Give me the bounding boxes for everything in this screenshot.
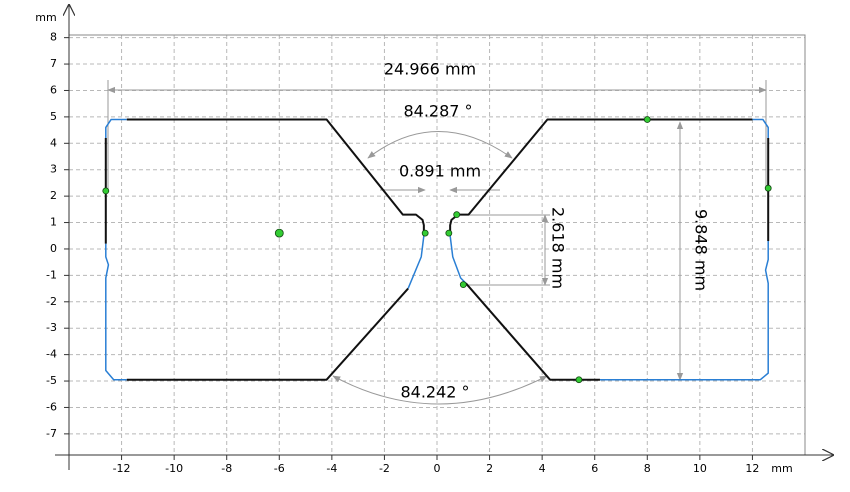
y-tick-label: -3 [46,321,57,334]
marker-point [459,281,467,289]
y-tick-label: -6 [46,400,57,413]
x-tick-label: -10 [165,462,183,475]
measurement-label: 0.891 mm [399,162,481,181]
measurement-label: 2.618 mm [549,207,568,289]
marker-point [643,116,651,123]
dimension-lines [107,80,767,405]
marker-point [445,229,453,237]
y-tick-label: -1 [46,268,57,281]
x-tick-label: -8 [221,462,232,475]
y-tick-label: -4 [46,348,57,361]
y-tick-label: -5 [46,374,57,387]
profile-line [105,118,769,381]
measurement-label: 9.848 mm [692,209,711,291]
y-axis-label: mm [35,11,56,24]
profile-line [104,118,770,381]
y-tick-label: -2 [46,295,57,308]
measurement-label: 24.966 mm [384,60,476,79]
x-tick-label: -2 [379,462,390,475]
marker-point [764,184,772,192]
y-tick-label: 0 [50,242,57,255]
y-tick-label: 2 [50,189,57,202]
y-tick-label: 4 [50,136,57,149]
y-tick-label: 5 [50,110,57,123]
x-tick-label: 10 [693,462,707,475]
x-axis-label: mm [771,462,792,475]
marker-point [102,187,110,195]
measurement-label: 84.287 ° [403,102,472,121]
y-tick-label: -7 [46,427,57,440]
y-tick-label: 7 [50,57,57,70]
x-tick-label: -12 [113,462,131,475]
y-tick-label: 6 [50,83,57,96]
x-tick-label: 12 [745,462,759,475]
x-tick-label: -4 [326,462,337,475]
x-tick-label: 2 [486,462,493,475]
marker-point [453,211,461,219]
marker-point [575,376,583,384]
marker-point [274,228,284,238]
x-tick-label: 6 [591,462,598,475]
x-tick-label: 4 [539,462,546,475]
x-tick-label: 0 [434,462,441,475]
y-tick-label: 8 [50,31,57,44]
y-tick-label: 1 [50,216,57,229]
x-tick-label: 8 [644,462,651,475]
marker-point [421,229,429,237]
x-tick-label: -6 [274,462,285,475]
y-tick-label: 3 [50,163,57,176]
measurement-label: 84.242 ° [400,383,469,402]
